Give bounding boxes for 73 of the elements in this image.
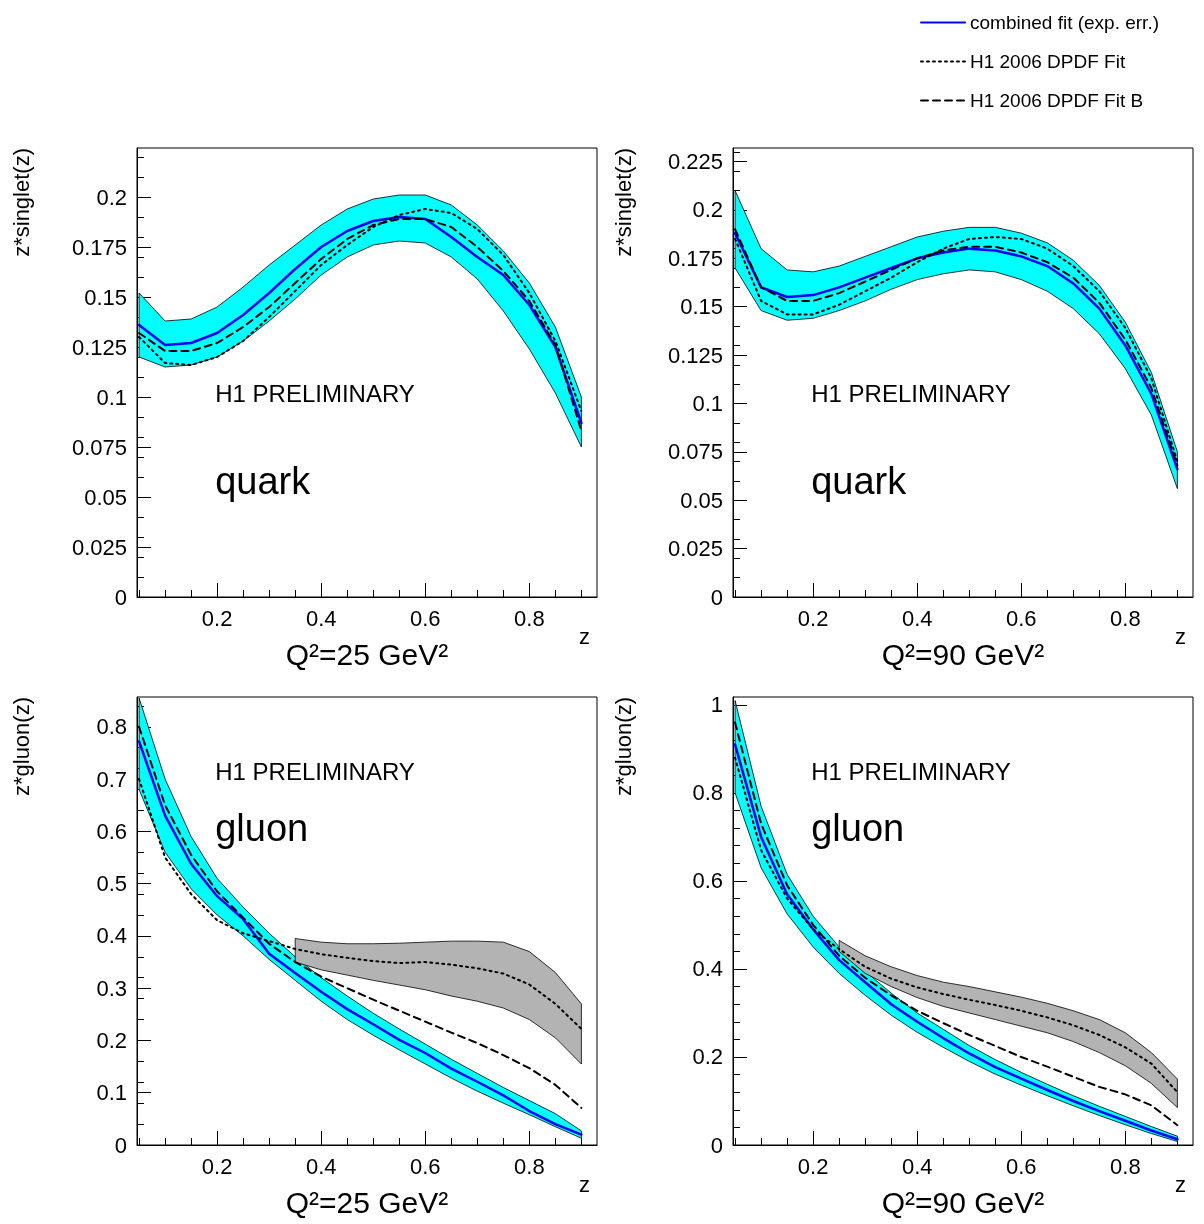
- y-tick-label: 0.175: [71, 234, 127, 260]
- x-axis-title: z: [579, 1171, 590, 1197]
- annotation: quark: [811, 460, 908, 503]
- x-axis-title: z: [1175, 1171, 1186, 1197]
- text: Q²=90 GeV²: [881, 1185, 1045, 1219]
- y-tick-label: 0.4: [692, 956, 723, 982]
- x-tick-label: 0.4: [901, 1153, 933, 1179]
- legend-label: H1 2006 DPDF Fit B: [969, 90, 1144, 111]
- y-tick-label: 0.05: [680, 487, 723, 513]
- annotation: H1 PRELIMINARY: [215, 758, 415, 786]
- y-tick-label: 0.025: [667, 536, 723, 562]
- y-tick-label: 0.2: [96, 1027, 127, 1053]
- annotation: gluon: [215, 807, 309, 849]
- y-tick-label: 0.1: [692, 390, 723, 416]
- x-tick-label: 0.8: [1110, 605, 1141, 631]
- text: Q²=90 GeV²: [881, 637, 1045, 671]
- legend-label: combined fit (exp. err.): [969, 12, 1160, 33]
- y-tick-label: 0.8: [692, 780, 723, 806]
- annotation: H1 PRELIMINARY: [215, 379, 415, 407]
- x-tick-label: 0.6: [1005, 1153, 1037, 1179]
- annotation: H1 PRELIMINARY: [811, 758, 1011, 786]
- y-tick-label: 0: [114, 1132, 127, 1158]
- y-tick-label: 1: [710, 692, 723, 718]
- y-tick-label: 0.6: [692, 868, 723, 894]
- y-axis-title: z*singlet(z): [610, 148, 636, 257]
- y-tick-label: 0.125: [71, 334, 127, 360]
- legend-label: H1 2006 DPDF Fit: [969, 51, 1126, 72]
- x-tick-label: 0.8: [514, 1153, 545, 1179]
- annotation: gluon: [811, 807, 905, 849]
- y-tick-label: 0: [710, 1132, 723, 1158]
- y-tick-label: 0.125: [667, 342, 723, 368]
- y-tick-label: 0.05: [84, 484, 127, 510]
- y-tick-label: 0.225: [667, 149, 723, 175]
- x-tick-label: 0.2: [201, 605, 233, 631]
- x-tick-label: 0.6: [409, 1153, 441, 1179]
- y-axis-title: z*singlet(z): [8, 148, 34, 257]
- x-tick-label: 0.4: [305, 605, 337, 631]
- y-tick-label: 0.15: [680, 294, 723, 320]
- x-tick-label: 0.2: [201, 1153, 233, 1179]
- y-tick-label: 0.8: [96, 714, 127, 740]
- x-tick-label: 0.8: [1110, 1153, 1141, 1179]
- y-axis-title: z*gluon(z): [610, 697, 636, 797]
- y-tick-label: 0.025: [71, 534, 127, 560]
- y-axis-title: z*gluon(z): [8, 697, 34, 797]
- annotation: quark: [215, 460, 312, 503]
- y-tick-label: 0.075: [71, 434, 127, 460]
- y-tick-label: 0: [114, 584, 127, 610]
- y-tick-label: 0.1: [96, 384, 127, 410]
- x-tick-label: 0.2: [797, 1153, 829, 1179]
- text: Q²=25 GeV²: [285, 637, 449, 671]
- y-tick-label: 0.2: [96, 184, 127, 210]
- x-tick-label: 0.8: [514, 605, 545, 631]
- y-tick-label: 0.15: [84, 284, 127, 310]
- x-axis-title: z: [1175, 623, 1186, 649]
- x-tick-label: 0.2: [797, 605, 829, 631]
- x-tick-label: 0.6: [1005, 605, 1037, 631]
- text: Q²=25 GeV²: [285, 1185, 449, 1219]
- y-tick-label: 0.6: [96, 818, 127, 844]
- x-tick-label: 0.6: [409, 605, 441, 631]
- x-axis-title: z: [579, 623, 590, 649]
- y-tick-label: 0.2: [692, 197, 723, 223]
- x-tick-label: 0.4: [901, 605, 933, 631]
- y-tick-label: 0.3: [96, 975, 127, 1001]
- y-tick-label: 0.175: [667, 245, 723, 271]
- y-tick-label: 0.7: [96, 766, 127, 792]
- x-tick-label: 0.4: [305, 1153, 337, 1179]
- y-tick-label: 0.5: [96, 871, 127, 897]
- y-tick-label: 0: [710, 584, 723, 610]
- y-tick-label: 0.4: [96, 923, 127, 949]
- y-tick-label: 0.1: [96, 1080, 127, 1106]
- annotation: H1 PRELIMINARY: [811, 379, 1011, 407]
- y-tick-label: 0.2: [692, 1044, 723, 1070]
- y-tick-label: 0.075: [667, 439, 723, 465]
